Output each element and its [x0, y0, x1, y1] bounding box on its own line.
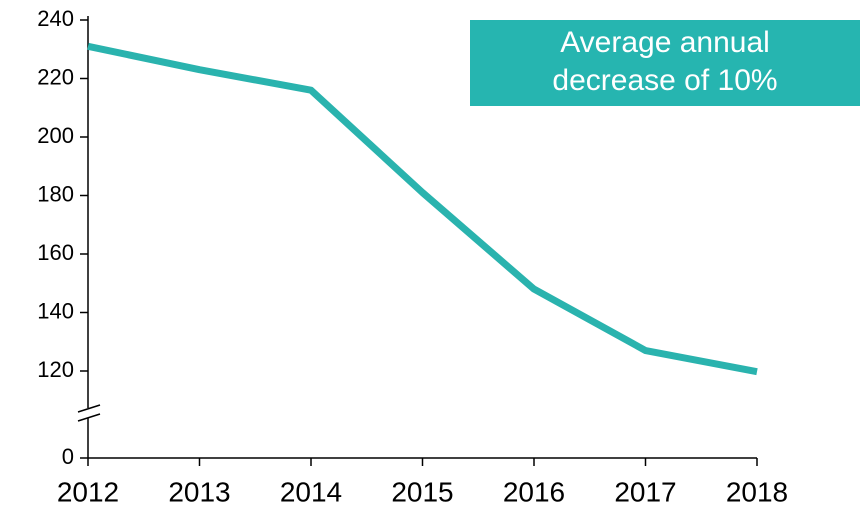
x-tick-label: 2014 — [280, 476, 342, 507]
annotation: Average annual decrease of 10% — [470, 20, 860, 106]
x-tick-label: 2016 — [503, 476, 565, 507]
y-tick-label: 220 — [37, 64, 74, 89]
y-tick-label: 0 — [62, 444, 74, 469]
data-line — [87, 42, 758, 376]
y-tick-label: 200 — [37, 123, 74, 148]
x-tick-label: 2012 — [57, 476, 119, 507]
y-tick-label: 160 — [37, 240, 74, 265]
x-tick-label: 2013 — [168, 476, 230, 507]
x-tick-label: 2017 — [614, 476, 676, 507]
y-tick-label: 140 — [37, 298, 74, 323]
axis-break — [77, 404, 101, 413]
y-tick-label: 240 — [37, 6, 74, 31]
y-tick-label: 180 — [37, 181, 74, 206]
x-tick-label: 2018 — [726, 476, 788, 507]
axis-break-gap — [84, 408, 92, 418]
x-tick-label: 2015 — [391, 476, 453, 507]
y-tick-label: 120 — [37, 357, 74, 382]
axis-break — [77, 413, 101, 422]
